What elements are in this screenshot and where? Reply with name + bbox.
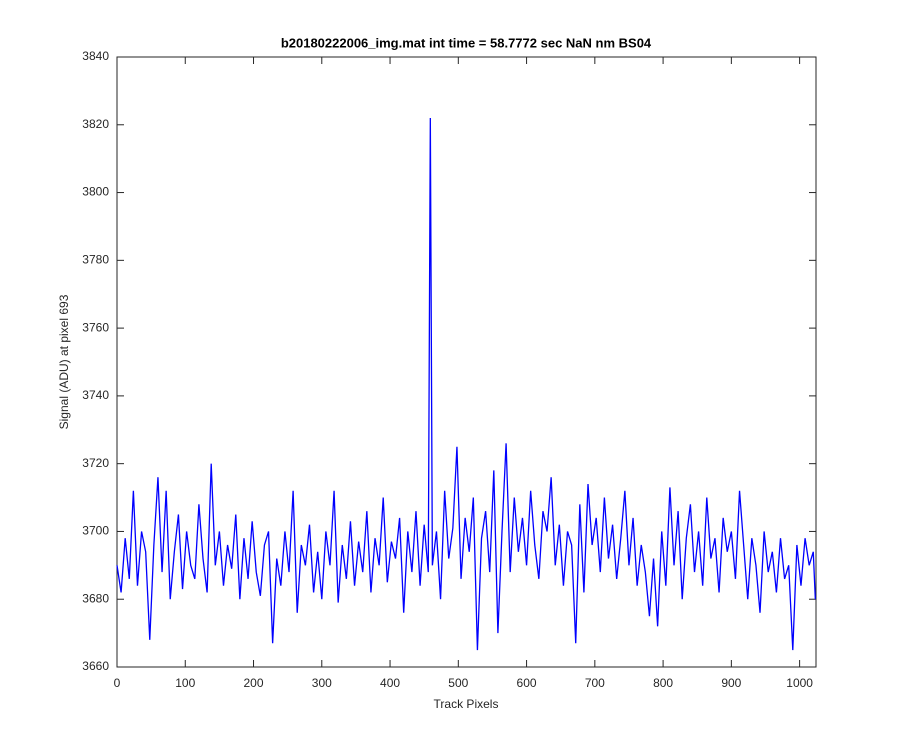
y-tick-label: 3780: [82, 253, 109, 267]
signal-line: [116, 117, 816, 651]
x-tick-label: 400: [380, 676, 400, 690]
x-tick-label: 500: [448, 676, 468, 690]
chart-title: b20180222006_img.mat int time = 58.7772 …: [281, 35, 652, 50]
x-tick-label: 200: [244, 676, 264, 690]
y-tick-label: 3760: [82, 320, 109, 334]
plot-box: [116, 56, 817, 668]
y-axis-label: Signal (ADU) at pixel 693: [57, 294, 71, 429]
x-tick-label: 100: [175, 676, 195, 690]
x-tick-label: 1000: [786, 676, 813, 690]
y-tick-label: 3700: [82, 524, 109, 538]
y-tick-label: 3740: [82, 388, 109, 402]
y-tick-label: 3800: [82, 185, 109, 199]
x-axis-label: Track Pixels: [434, 697, 499, 711]
y-tick-label: 3820: [82, 117, 109, 131]
x-tick-label: 700: [585, 676, 605, 690]
y-tick-label: 3840: [82, 49, 109, 63]
x-tick-label: 300: [312, 676, 332, 690]
x-tick-label: 900: [721, 676, 741, 690]
x-tick-label: 800: [653, 676, 673, 690]
x-tick-label: 0: [114, 676, 121, 690]
x-tick-label: 600: [517, 676, 537, 690]
y-tick-label: 3720: [82, 456, 109, 470]
y-tick-label: 3660: [82, 659, 109, 673]
y-tick-label: 3680: [82, 591, 109, 605]
